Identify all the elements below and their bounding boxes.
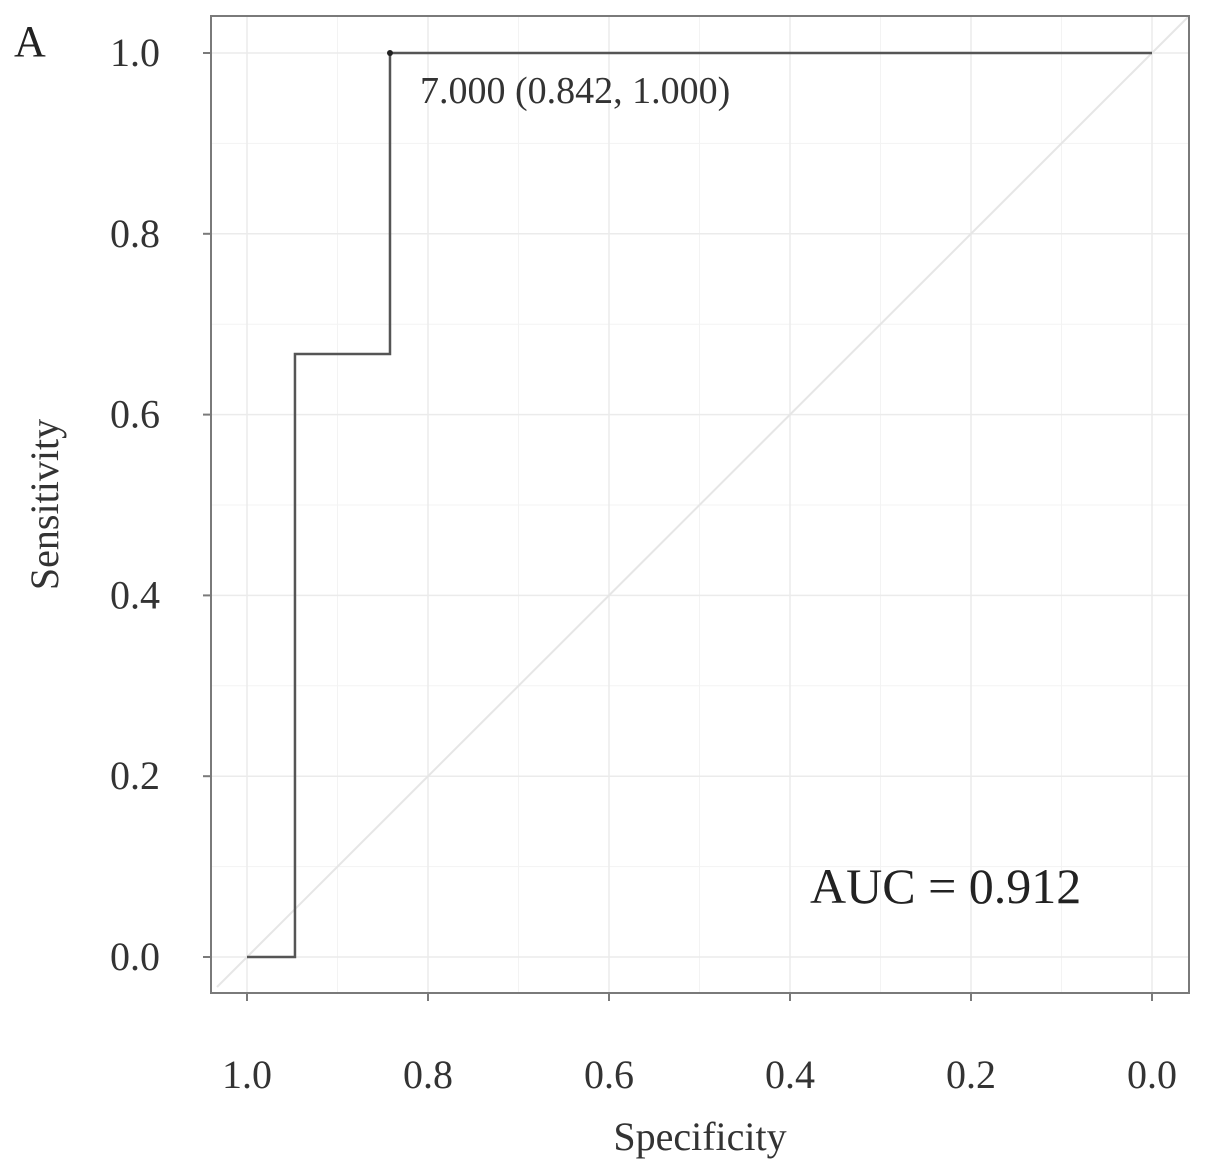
x-tick-label: 0.0: [1127, 1052, 1177, 1097]
reference-layer: [216, 16, 1189, 988]
y-tick-label: 0.2: [110, 753, 160, 798]
reference-diagonal-line: [216, 16, 1189, 988]
x-axis-title: Specificity: [613, 1114, 786, 1159]
y-tick-label: 0.0: [110, 934, 160, 979]
x-tick-label: 1.0: [222, 1052, 272, 1097]
ticks-layer: 1.0 0.8 0.6 0.4 0.2 0.0 0.0 0.2 0.4 0.6 0.8 1.0: [110, 30, 1177, 1097]
x-tick-label: 0.8: [403, 1052, 453, 1097]
x-tick-label: 0.2: [946, 1052, 996, 1097]
y-tick-label: 0.8: [110, 211, 160, 256]
y-tick-label: 1.0: [110, 30, 160, 75]
series-layer: [247, 50, 1152, 959]
x-tick-label: 0.4: [765, 1052, 815, 1097]
y-tick-label: 0.6: [110, 392, 160, 437]
plot-panel-border: [210, 15, 1190, 994]
panel-label: A: [14, 17, 46, 66]
threshold-point-marker: [386, 50, 393, 56]
auc-annotation: AUC = 0.912: [810, 858, 1081, 914]
x-tick-label: 0.6: [584, 1052, 634, 1097]
y-axis-title: Sensitivity: [22, 419, 67, 590]
threshold-point-label: 7.000 (0.842, 1.000): [420, 70, 730, 112]
roc-curve-line: [247, 51, 1152, 959]
y-tick-label: 0.4: [110, 572, 160, 617]
